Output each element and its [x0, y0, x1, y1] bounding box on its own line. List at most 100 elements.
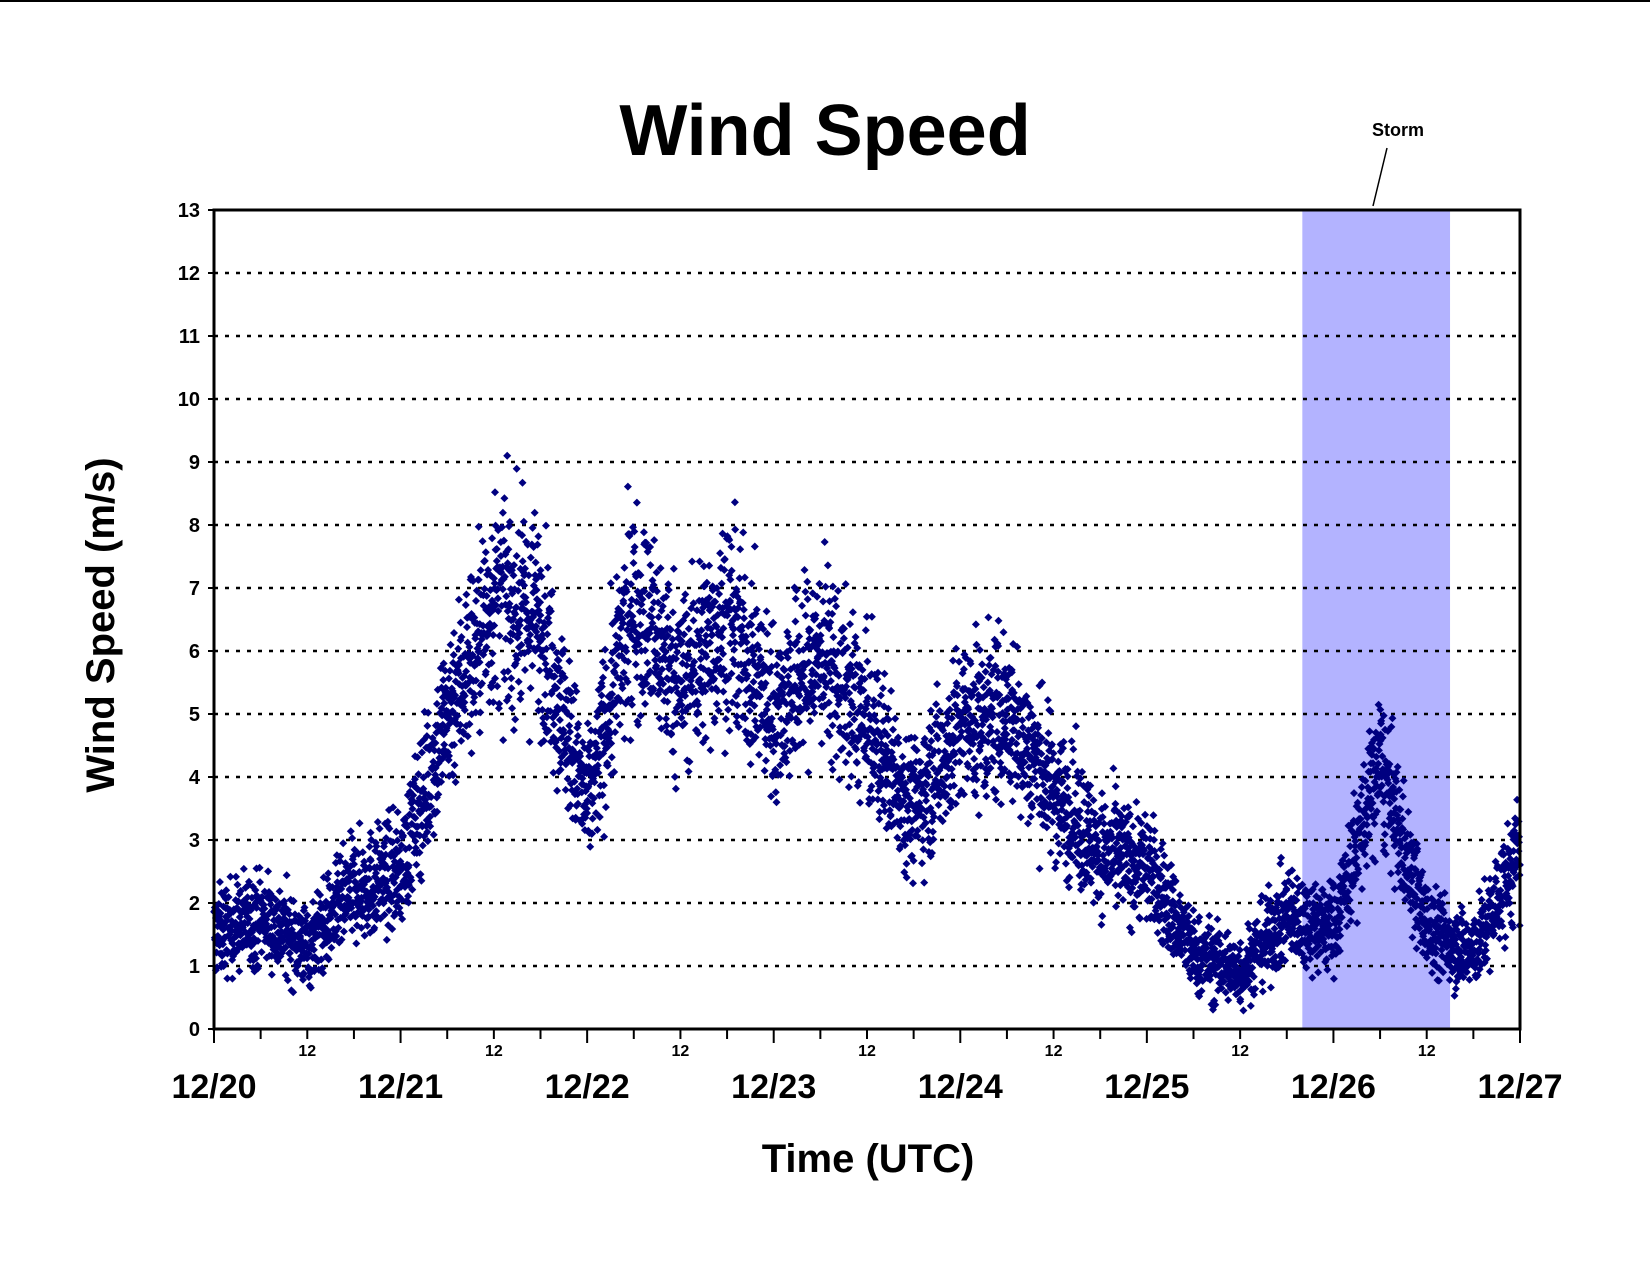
- data-point: [276, 887, 284, 895]
- data-point: [724, 706, 732, 714]
- data-point: [1044, 729, 1052, 737]
- data-point: [832, 753, 840, 761]
- data-point: [1065, 883, 1073, 891]
- data-point: [235, 967, 243, 975]
- data-point: [258, 948, 266, 956]
- data-point: [643, 659, 651, 667]
- data-point: [544, 564, 552, 572]
- data-point: [792, 595, 800, 603]
- data-point: [507, 674, 515, 682]
- data-point: [1051, 864, 1059, 872]
- data-point: [992, 796, 1000, 804]
- data-point: [707, 746, 715, 754]
- data-point: [367, 829, 375, 837]
- data-point: [501, 675, 509, 683]
- data-point: [508, 704, 516, 712]
- data-point: [601, 646, 609, 654]
- data-point: [535, 698, 543, 706]
- data-point: [283, 871, 291, 879]
- data-point: [347, 827, 355, 835]
- data-point: [537, 566, 545, 574]
- data-point: [620, 564, 628, 572]
- data-point: [1097, 921, 1105, 929]
- data-point: [383, 936, 391, 944]
- data-point: [731, 498, 739, 506]
- data-point: [558, 635, 566, 643]
- data-point: [1112, 782, 1120, 790]
- data-point: [731, 526, 739, 534]
- data-point: [791, 618, 799, 626]
- data-point: [730, 646, 738, 654]
- data-point: [1224, 996, 1232, 1004]
- data-point: [488, 534, 496, 542]
- data-point: [621, 735, 629, 743]
- data-point: [810, 709, 818, 717]
- data-point: [627, 736, 635, 744]
- data-point: [536, 667, 544, 675]
- data-point: [1000, 628, 1008, 636]
- data-point: [463, 623, 471, 631]
- data-point: [609, 681, 617, 689]
- data-point: [646, 561, 654, 569]
- data-point: [927, 707, 935, 715]
- data-point: [798, 602, 806, 610]
- data-point: [762, 757, 770, 765]
- data-point: [721, 555, 729, 563]
- data-point: [877, 692, 885, 700]
- data-point: [476, 729, 484, 737]
- data-point: [1062, 860, 1070, 868]
- data-point: [1072, 722, 1080, 730]
- data-point: [767, 648, 775, 656]
- data-point: [455, 596, 463, 604]
- data-point: [656, 714, 664, 722]
- data-point: [719, 688, 727, 696]
- data-point: [556, 716, 564, 724]
- data-point: [531, 509, 539, 517]
- data-point: [1056, 850, 1064, 858]
- data-point: [1109, 764, 1117, 772]
- data-point: [716, 549, 724, 557]
- data-point: [740, 614, 748, 622]
- data-point: [636, 621, 644, 629]
- data-point: [932, 700, 940, 708]
- data-point: [542, 522, 550, 530]
- data-point: [670, 565, 678, 573]
- data-point: [984, 613, 992, 621]
- data-point: [352, 940, 360, 948]
- data-point: [616, 721, 624, 729]
- data-point: [527, 684, 535, 692]
- data-point: [515, 678, 523, 686]
- data-point: [1071, 790, 1079, 798]
- data-point: [955, 658, 963, 666]
- data-point: [264, 867, 272, 875]
- data-point: [1265, 881, 1273, 889]
- data-point: [1451, 992, 1459, 1000]
- data-point: [550, 721, 558, 729]
- data-point: [773, 798, 781, 806]
- data-point: [804, 768, 812, 776]
- data-point: [1044, 696, 1052, 704]
- data-point: [740, 606, 748, 614]
- data-point: [500, 494, 508, 502]
- data-point: [1141, 811, 1149, 819]
- data-point: [468, 749, 476, 757]
- data-point: [452, 778, 460, 786]
- data-point: [664, 613, 672, 621]
- data-point: [755, 751, 763, 759]
- data-point: [918, 859, 926, 867]
- data-point: [761, 767, 769, 775]
- data-point: [450, 629, 458, 637]
- data-point: [849, 608, 857, 616]
- data-point: [1069, 758, 1077, 766]
- data-point: [1036, 865, 1044, 873]
- data-point: [690, 617, 698, 625]
- data-point: [356, 819, 364, 827]
- data-point: [423, 722, 431, 730]
- data-point: [1159, 839, 1167, 847]
- data-point: [875, 815, 883, 823]
- data-point: [462, 591, 470, 599]
- data-point: [445, 675, 453, 683]
- data-point: [681, 590, 689, 598]
- data-point: [801, 566, 809, 574]
